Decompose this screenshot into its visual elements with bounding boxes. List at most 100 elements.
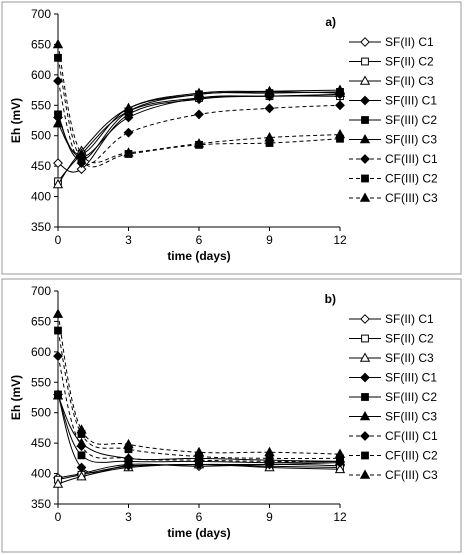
data-point xyxy=(123,127,134,138)
data-point xyxy=(193,446,205,457)
legend-item: SF(III) C1 xyxy=(349,94,437,108)
legend-item: SF(II) C1 xyxy=(349,35,434,49)
legend-item: SF(II) C2 xyxy=(349,55,434,69)
data-point xyxy=(334,128,346,139)
series-9 xyxy=(52,308,346,458)
x-tick-label: 12 xyxy=(333,510,347,524)
y-tick-label: 700 xyxy=(31,284,51,298)
data-point xyxy=(123,438,134,449)
legend-item: SF(II) C1 xyxy=(349,312,434,326)
legend-label: SF(III) C2 xyxy=(385,390,437,404)
legend-swatch-marker xyxy=(359,469,371,479)
x-axis-label: time (days) xyxy=(167,249,230,263)
x-tick-label: 0 xyxy=(55,233,62,247)
legend-swatch-marker xyxy=(359,352,371,362)
chart-panel-2: 350 400 450 500 550 600 650 700 0 3 6 9 12 time (days… xyxy=(1,278,462,553)
y-tick-label: 450 xyxy=(31,159,51,173)
data-point xyxy=(53,76,63,86)
legend-item: CF(III) C1 xyxy=(349,429,438,443)
legend-swatch-marker xyxy=(361,57,369,66)
legend-item: SF(III) C2 xyxy=(349,113,437,127)
x-tick-label: 0 xyxy=(55,510,62,524)
data-point xyxy=(76,164,87,175)
legend-swatch-marker xyxy=(360,314,370,324)
y-tick-label: 350 xyxy=(31,497,51,511)
data-point xyxy=(335,100,345,111)
legend-label: SF(III) C2 xyxy=(385,113,437,127)
data-point xyxy=(194,109,204,120)
legend-item: CF(III) C2 xyxy=(349,172,438,186)
legend-label: SF(III) C1 xyxy=(385,371,437,385)
legend-label: SF(II) C2 xyxy=(385,55,434,69)
legend-item: SF(II) C2 xyxy=(349,332,434,346)
legend-item: CF(III) C3 xyxy=(349,191,438,205)
x-tick-label: 6 xyxy=(196,510,203,524)
series-line xyxy=(57,44,341,164)
data-point xyxy=(334,448,346,458)
data-point xyxy=(54,326,62,335)
series-line xyxy=(57,394,341,474)
data-point xyxy=(52,390,64,400)
legend-item: SF(III) C2 xyxy=(349,390,437,404)
y-tick-label: 700 xyxy=(31,7,51,21)
data-point xyxy=(334,463,346,474)
y-tick-label: 400 xyxy=(31,467,51,481)
data-point xyxy=(123,112,134,123)
legend-swatch-marker xyxy=(360,372,370,383)
data-point xyxy=(123,102,134,113)
legend-item: CF(III) C3 xyxy=(349,468,438,482)
data-point xyxy=(264,85,275,96)
legend-label: SF(III) C3 xyxy=(385,133,437,147)
data-point xyxy=(76,462,87,473)
legend-swatch-marker xyxy=(361,174,369,183)
legend-label: CF(III) C2 xyxy=(385,449,438,463)
data-point xyxy=(52,178,64,189)
legend-label: CF(III) C1 xyxy=(385,152,438,166)
legend-item: SF(III) C3 xyxy=(349,133,437,147)
y-tick-label: 350 xyxy=(31,220,51,234)
legend-swatch-marker xyxy=(361,116,369,124)
y-tick-label: 600 xyxy=(31,68,51,82)
data-point xyxy=(334,84,346,94)
data-point xyxy=(52,308,64,318)
legend-swatch-marker xyxy=(361,393,369,401)
data-point xyxy=(53,351,63,362)
series-line xyxy=(57,355,341,462)
y-tick-label: 650 xyxy=(31,37,51,51)
legend-item: SF(II) C3 xyxy=(349,74,434,88)
series-line xyxy=(57,394,341,464)
x-tick-label: 3 xyxy=(125,510,132,524)
data-point xyxy=(76,148,87,158)
data-point xyxy=(52,478,64,488)
x-tick-label: 12 xyxy=(333,233,347,247)
data-point xyxy=(264,446,275,457)
legend-item: CF(III) C1 xyxy=(349,152,438,166)
x-axis-label: time (days) xyxy=(167,526,230,540)
legend-label: CF(III) C3 xyxy=(385,468,438,482)
legend-label: CF(III) C1 xyxy=(385,429,438,443)
x-tick-label: 6 xyxy=(196,233,203,247)
legend: SF(II) C1 SF(II) C2 SF(II) C3 SF(III) C1 SF(… xyxy=(349,312,438,482)
legend-swatch-marker xyxy=(359,192,371,202)
legend-label: SF(III) C3 xyxy=(385,410,437,424)
y-tick-label: 450 xyxy=(31,436,51,450)
data-point xyxy=(52,118,64,128)
series-line xyxy=(57,330,341,460)
legend-swatch-marker xyxy=(359,410,371,421)
legend-swatch-marker xyxy=(361,334,369,343)
legend-item: SF(II) C3 xyxy=(349,351,434,365)
series-line xyxy=(57,57,341,168)
legend-item: SF(III) C1 xyxy=(349,371,437,385)
y-tick-label: 650 xyxy=(31,314,51,328)
panel-label: b) xyxy=(325,292,336,306)
legend-swatch-marker xyxy=(360,431,370,441)
data-point xyxy=(193,138,205,148)
data-point xyxy=(264,132,275,142)
series-line xyxy=(57,314,341,455)
legend-swatch-marker xyxy=(360,95,370,106)
legend-swatch-marker xyxy=(360,154,370,164)
legend-label: SF(II) C3 xyxy=(385,74,434,88)
legend-item: SF(III) C3 xyxy=(349,410,437,424)
legend-swatch-marker xyxy=(361,451,369,460)
